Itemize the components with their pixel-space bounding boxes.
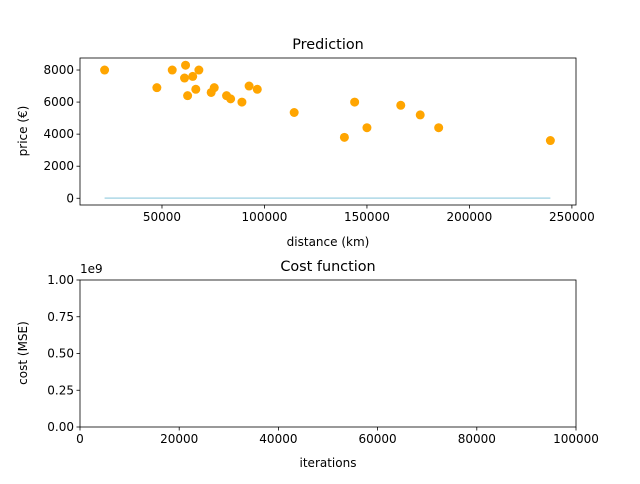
data-point xyxy=(180,73,190,83)
x-tick-label: 200000 xyxy=(447,210,493,224)
x-tick-label: 100000 xyxy=(553,432,599,446)
data-point xyxy=(191,84,201,94)
cost-x-ticks: 0 20000 40000 60000 80000 100000 xyxy=(76,427,599,446)
data-point xyxy=(194,65,204,75)
prediction-x-axis-label: distance (km) xyxy=(287,235,370,249)
prediction-chart-title: Prediction xyxy=(292,37,364,53)
x-tick-label: 150000 xyxy=(344,210,390,224)
prediction-marks xyxy=(100,60,555,199)
data-point xyxy=(100,65,110,75)
x-tick-label: 250000 xyxy=(549,210,595,224)
cost-y-offset-label: 1e9 xyxy=(80,262,103,276)
data-point xyxy=(244,81,254,91)
x-tick-label: 100000 xyxy=(242,210,288,224)
y-tick-label: 4000 xyxy=(43,127,74,141)
cost-chart: Cost function 1e9 0 20000 40000 60000 80000 1… xyxy=(16,259,599,470)
x-tick-label: 0 xyxy=(76,432,84,446)
x-tick-label: 40000 xyxy=(259,432,297,446)
x-tick-label: 20000 xyxy=(160,432,198,446)
prediction-chart: Prediction 50000 100000 150000 200000 250000… xyxy=(16,37,595,249)
y-tick-label: 0.00 xyxy=(47,420,74,434)
data-point xyxy=(167,65,177,75)
y-tick-label: 1.00 xyxy=(47,273,74,287)
data-point xyxy=(396,100,406,110)
prediction-axes-frame xyxy=(79,57,577,206)
y-tick-label: 0.50 xyxy=(47,347,74,361)
data-point xyxy=(545,136,555,146)
data-point xyxy=(226,94,236,104)
data-point xyxy=(434,123,444,133)
data-point xyxy=(252,84,262,94)
x-tick-label: 60000 xyxy=(359,432,397,446)
y-tick-label: 6000 xyxy=(43,95,74,109)
prediction-x-ticks: 50000 100000 150000 200000 250000 xyxy=(143,205,595,224)
data-point xyxy=(152,83,162,93)
data-point xyxy=(362,123,372,133)
cost-y-ticks: 0.00 0.25 0.50 0.75 1.00 xyxy=(47,273,80,434)
x-tick-label: 50000 xyxy=(143,210,181,224)
y-tick-label: 0 xyxy=(66,191,74,205)
y-tick-label: 0.25 xyxy=(47,383,74,397)
cost-x-axis-label: iterations xyxy=(300,456,357,470)
data-point xyxy=(415,110,425,120)
data-point xyxy=(350,97,360,107)
y-tick-label: 0.75 xyxy=(47,310,74,324)
data-point xyxy=(339,132,349,142)
prediction-y-axis-label: price (€) xyxy=(16,106,30,157)
prediction-y-ticks: 0 2000 4000 6000 8000 xyxy=(43,63,80,205)
data-point xyxy=(209,83,219,93)
cost-y-axis-label: cost (MSE) xyxy=(16,321,30,385)
data-point xyxy=(237,97,247,107)
data-point xyxy=(188,71,198,81)
cost-chart-title: Cost function xyxy=(280,259,375,275)
data-point xyxy=(289,108,299,118)
y-tick-label: 2000 xyxy=(43,159,74,173)
data-point xyxy=(183,91,193,101)
x-tick-label: 80000 xyxy=(458,432,496,446)
y-tick-label: 8000 xyxy=(43,63,74,77)
data-point xyxy=(181,60,191,70)
